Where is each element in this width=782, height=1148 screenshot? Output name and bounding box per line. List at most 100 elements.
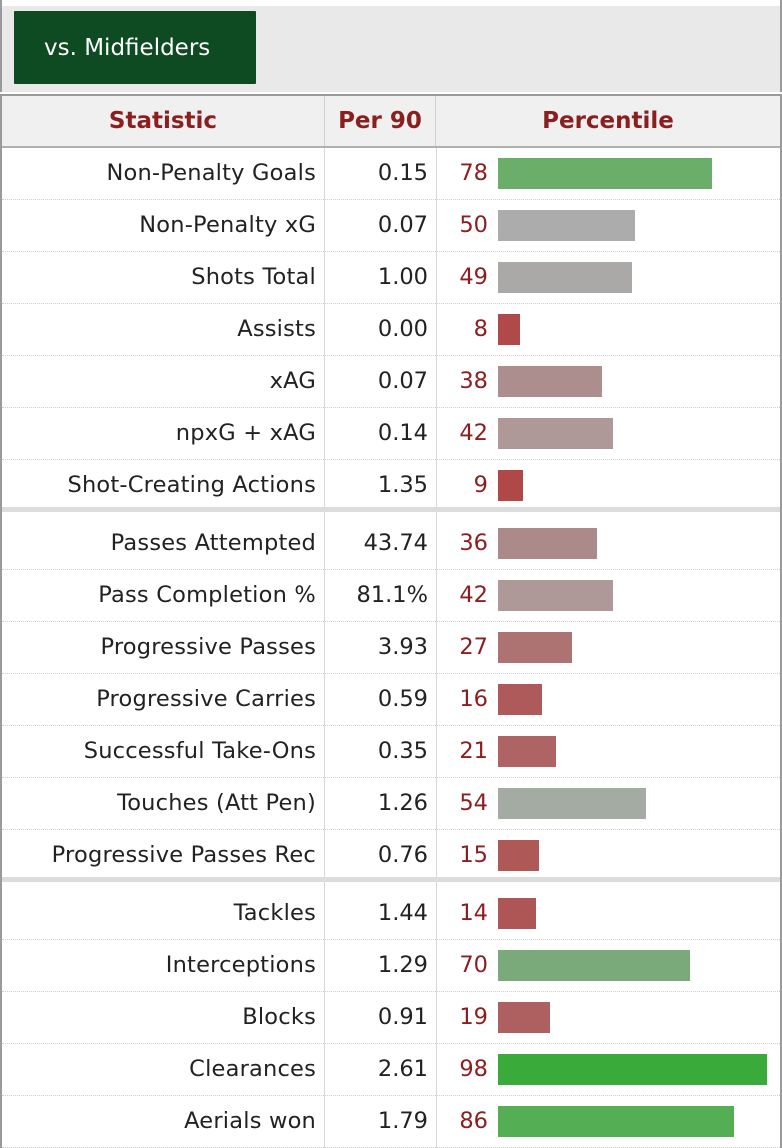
- percentile-value: 9: [473, 472, 488, 498]
- table-row: Shot-Creating Actions 1.35 9: [2, 460, 780, 512]
- stat-name[interactable]: Non-Penalty Goals: [106, 160, 316, 186]
- per90-value: 0.59: [377, 686, 428, 712]
- stat-name[interactable]: Progressive Passes: [100, 634, 316, 660]
- per90-value: 81.1%: [356, 582, 428, 608]
- percentile-bar: [498, 418, 613, 449]
- stat-name[interactable]: Assists: [237, 316, 316, 342]
- table-row: Interceptions 1.29 70: [2, 940, 780, 992]
- per90-value: 0.07: [377, 212, 428, 238]
- table-row: Tackles 1.44 14: [2, 888, 780, 940]
- per90-value: 0.07: [377, 368, 428, 394]
- percentile-bar: [498, 840, 539, 871]
- table-row: Clearances 2.61 98: [2, 1044, 780, 1096]
- percentile-value: 54: [459, 790, 488, 816]
- stat-name[interactable]: Aerials won: [184, 1108, 316, 1134]
- table-header: Statistic Per 90 Percentile: [2, 96, 780, 148]
- stat-name[interactable]: Touches (Att Pen): [117, 790, 316, 816]
- percentile-value: 42: [459, 582, 488, 608]
- percentile-value: 36: [459, 530, 488, 556]
- table-row: Successful Take-Ons 0.35 21: [2, 726, 780, 778]
- percentile-bar: [498, 788, 646, 819]
- percentile-value: 15: [459, 842, 488, 868]
- per90-value: 0.76: [377, 842, 428, 868]
- table-row: Progressive Passes 3.93 27: [2, 622, 780, 674]
- column-divider: [436, 148, 437, 1148]
- percentile-bar: [498, 632, 572, 663]
- table-row: Non-Penalty Goals 0.15 78: [2, 148, 780, 200]
- per90-value: 43.74: [363, 530, 428, 556]
- per90-value: 1.29: [377, 952, 428, 978]
- percentile-bar: [498, 314, 520, 345]
- percentile-value: 42: [459, 420, 488, 446]
- percentile-value: 19: [459, 1004, 488, 1030]
- table-row: Assists 0.00 8: [2, 304, 780, 356]
- table-row: Touches (Att Pen) 1.26 54: [2, 778, 780, 830]
- percentile-bar: [498, 262, 632, 293]
- table-row: xAG 0.07 38: [2, 356, 780, 408]
- percentile-value: 49: [459, 264, 488, 290]
- per90-value: 0.00: [377, 316, 428, 342]
- stat-name[interactable]: Shots Total: [191, 264, 316, 290]
- stat-name[interactable]: xAG: [269, 368, 316, 394]
- per90-value: 1.79: [377, 1108, 428, 1134]
- top-strip-edge: [2, 0, 780, 6]
- percentile-bar: [498, 950, 690, 981]
- table-row: npxG + xAG 0.14 42: [2, 408, 780, 460]
- percentile-bar: [498, 1054, 767, 1085]
- percentile-value: 14: [459, 900, 488, 926]
- percentile-value: 86: [459, 1108, 488, 1134]
- header-statistic[interactable]: Statistic: [108, 108, 218, 134]
- tab-strip: vs. Midfielders: [0, 0, 782, 92]
- percentile-bar: [498, 684, 542, 715]
- per90-value: 1.26: [377, 790, 428, 816]
- per90-value: 3.93: [377, 634, 428, 660]
- percentile-value: 8: [473, 316, 488, 342]
- table-row: Progressive Passes Rec 0.76 15: [2, 830, 780, 882]
- per90-value: 0.91: [377, 1004, 428, 1030]
- stat-name[interactable]: Successful Take-Ons: [83, 738, 316, 764]
- tab-vs-midfielders[interactable]: vs. Midfielders: [14, 11, 256, 84]
- percentile-bar: [498, 470, 523, 501]
- percentile-bar: [498, 736, 556, 767]
- stat-name[interactable]: Progressive Passes Rec: [51, 842, 316, 868]
- percentile-value: 98: [459, 1056, 488, 1082]
- stat-name[interactable]: npxG + xAG: [175, 420, 316, 446]
- percentile-bar: [498, 580, 613, 611]
- percentile-bar: [498, 1106, 734, 1137]
- per90-value: 0.15: [377, 160, 428, 186]
- percentile-value: 70: [459, 952, 488, 978]
- percentile-value: 21: [459, 738, 488, 764]
- table-row: Pass Completion % 81.1% 42: [2, 570, 780, 622]
- stat-name[interactable]: Clearances: [189, 1056, 316, 1082]
- percentile-bar: [498, 158, 712, 189]
- table-row: Passes Attempted 43.74 36: [2, 518, 780, 570]
- per90-value: 1.35: [377, 472, 428, 498]
- percentile-value: 27: [459, 634, 488, 660]
- percentile-bar: [498, 528, 597, 559]
- percentile-bar: [498, 366, 602, 397]
- percentile-bar: [498, 1002, 550, 1033]
- stat-name[interactable]: Interceptions: [165, 952, 316, 978]
- stat-name[interactable]: Shot-Creating Actions: [67, 472, 316, 498]
- percentile-value: 78: [459, 160, 488, 186]
- stat-name[interactable]: Passes Attempted: [110, 530, 316, 556]
- stat-name[interactable]: Pass Completion %: [98, 582, 316, 608]
- table-row: Shots Total 1.00 49: [2, 252, 780, 304]
- table-row: Aerials won 1.79 86: [2, 1096, 780, 1148]
- header-percentile[interactable]: Percentile: [542, 108, 674, 134]
- percentile-value: 50: [459, 212, 488, 238]
- per90-value: 1.00: [377, 264, 428, 290]
- percentile-bar: [498, 210, 635, 241]
- column-divider: [324, 148, 325, 1148]
- stat-name[interactable]: Progressive Carries: [96, 686, 316, 712]
- header-per90[interactable]: Per 90: [324, 96, 436, 146]
- table-row: Blocks 0.91 19: [2, 992, 780, 1044]
- table-row: Progressive Carries 0.59 16: [2, 674, 780, 726]
- percentile-value: 16: [459, 686, 488, 712]
- stat-name[interactable]: Tackles: [233, 900, 316, 926]
- table-row: Non-Penalty xG 0.07 50: [2, 200, 780, 252]
- per90-value: 2.61: [377, 1056, 428, 1082]
- percentile-value: 38: [459, 368, 488, 394]
- stat-name[interactable]: Blocks: [242, 1004, 316, 1030]
- stat-name[interactable]: Non-Penalty xG: [139, 212, 316, 238]
